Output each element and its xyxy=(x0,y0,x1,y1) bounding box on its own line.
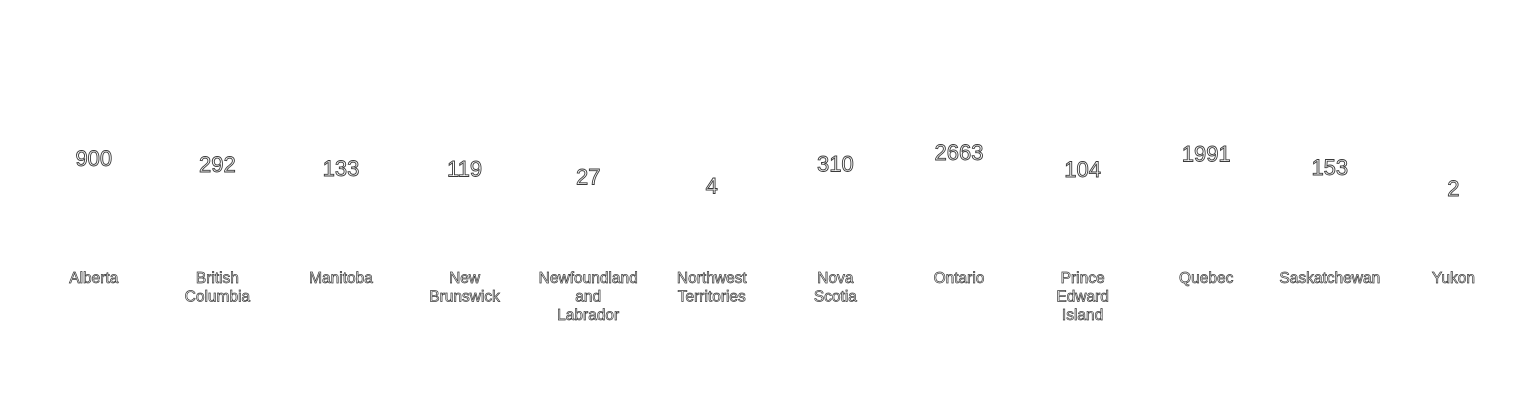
category-labels-group: Alberta British Columbia Manitoba New Brunswi… xyxy=(69,270,1475,325)
value-label: 119 xyxy=(447,157,482,182)
bar-newfoundland-and-labrador xyxy=(536,174,641,255)
value-label: 2663 xyxy=(935,140,984,165)
category-label-line: British xyxy=(196,270,239,287)
category-label-line: and xyxy=(575,289,601,306)
category-label-line: Island xyxy=(1062,307,1103,324)
bar-prince-edward-island xyxy=(1030,167,1135,255)
category-label-line: Yukon xyxy=(1432,270,1475,287)
value-label: 153 xyxy=(1311,155,1348,180)
bar-new-brunswick xyxy=(412,166,517,255)
value-label: 133 xyxy=(323,156,360,181)
category-label-line: Brunswick xyxy=(429,289,500,306)
category-label: Prince Edward Island xyxy=(1056,270,1109,324)
value-label: 292 xyxy=(199,152,236,177)
value-label: 1991 xyxy=(1182,142,1231,167)
value-label: 104 xyxy=(1064,157,1101,182)
category-label: Nova Scotia xyxy=(814,270,857,306)
bar-nova-scotia xyxy=(783,161,888,255)
category-label-line: Newfoundland xyxy=(539,270,638,287)
category-label: Quebec xyxy=(1179,270,1234,287)
category-label: Alberta xyxy=(69,270,118,287)
bar-alberta xyxy=(41,155,146,255)
value-label: 310 xyxy=(817,151,854,176)
value-labels-group: 900 292 133 119 27 4 310 2663 104 1991 153 2 xyxy=(75,140,1460,202)
bar-british-columbia xyxy=(165,161,270,255)
category-label-line: Prince xyxy=(1061,270,1105,287)
bar-manitoba xyxy=(289,165,393,255)
category-label-line: Ontario xyxy=(934,270,985,287)
category-label: Northwest Territories xyxy=(677,270,747,306)
bars-group xyxy=(41,150,1506,255)
bar-ontario xyxy=(907,150,1011,255)
category-label: Manitoba xyxy=(309,270,373,287)
category-label-line: Northwest xyxy=(677,270,747,287)
category-label-line: Quebec xyxy=(1179,270,1234,287)
bar-yukon xyxy=(1401,186,1506,255)
category-label-line: Nova xyxy=(817,270,854,287)
category-label-line: Alberta xyxy=(69,270,118,287)
category-label-line: Columbia xyxy=(185,289,251,306)
bar-northwest-territories xyxy=(659,183,764,255)
category-label-line: Scotia xyxy=(814,289,857,306)
category-label-line: Territories xyxy=(678,289,746,306)
category-label: Saskatchewan xyxy=(1279,270,1380,287)
bar-saskatchewan xyxy=(1277,165,1382,255)
category-label-line: Labrador xyxy=(557,307,619,324)
category-label-line: Manitoba xyxy=(309,270,373,287)
category-label-line: Saskatchewan xyxy=(1279,270,1380,287)
category-label: British Columbia xyxy=(185,270,251,306)
category-label: Yukon xyxy=(1432,270,1475,287)
category-label: New Brunswick xyxy=(429,270,500,306)
value-label: 4 xyxy=(706,173,718,198)
category-label: Ontario xyxy=(934,270,985,287)
value-label: 2 xyxy=(1447,176,1459,201)
value-label: 900 xyxy=(75,146,112,171)
value-label: 27 xyxy=(576,164,600,189)
category-label-line: New xyxy=(449,270,481,287)
category-label-line: Edward xyxy=(1056,289,1109,306)
category-label: Newfoundland and Labrador xyxy=(539,270,638,324)
bar-quebec xyxy=(1154,151,1259,255)
